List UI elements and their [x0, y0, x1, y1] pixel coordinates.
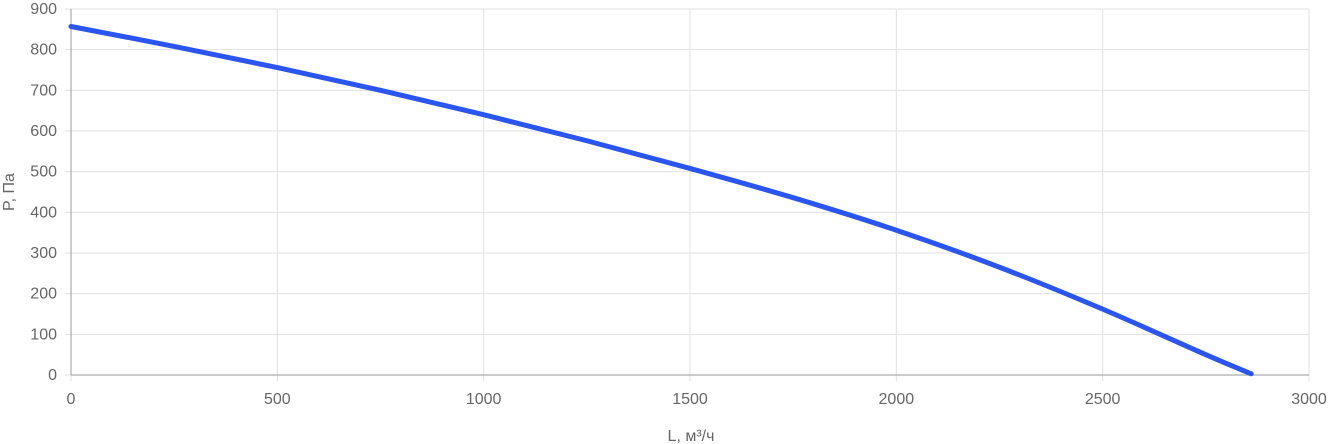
vertical-gridlines: [70, 9, 1310, 381]
x-tick-label-1500: 1500: [672, 391, 708, 408]
x-tick-label-1000: 1000: [466, 391, 502, 408]
y-tick-label-700: 700: [30, 82, 57, 99]
series-layer: [68, 23, 1254, 377]
y-tick-label-100: 100: [30, 326, 57, 343]
x-tick-label-3000: 3000: [1291, 391, 1327, 408]
x-tick-labels: 0 500 1000 1500 2000 2500 3000: [67, 391, 1327, 408]
y-tick-label-0: 0: [48, 367, 57, 384]
x-tick-label-500: 500: [264, 391, 291, 408]
x-axis-title: L, м³/ч: [668, 428, 715, 444]
y-tick-label-400: 400: [30, 204, 57, 221]
y-tick-label-200: 200: [30, 286, 57, 303]
axes: [70, 9, 1309, 376]
horizontal-gridlines: [65, 8, 1309, 376]
x-tick-label-0: 0: [67, 391, 76, 408]
y-tick-label-900: 900: [30, 1, 57, 18]
x-tick-label-2000: 2000: [879, 391, 915, 408]
x-tick-label-2500: 2500: [1085, 391, 1121, 408]
y-tick-label-300: 300: [30, 245, 57, 262]
y-tick-label-800: 800: [30, 42, 57, 59]
y-tick-label-600: 600: [30, 123, 57, 140]
series-line-0: [68, 23, 1254, 377]
y-axis-title: P, Па: [1, 173, 18, 211]
y-tick-labels: 0 100 200 300 400 500 600 700 800 900: [30, 1, 57, 384]
y-tick-label-500: 500: [30, 164, 57, 181]
